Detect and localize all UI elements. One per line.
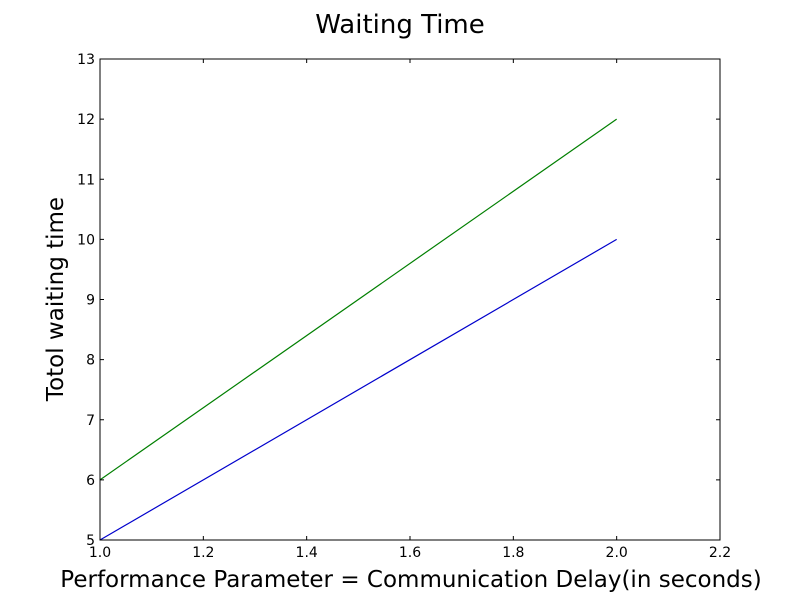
x-tick-label: 1.6: [399, 545, 421, 561]
y-tick-label: 5: [86, 533, 95, 549]
x-axis-label: Performance Parameter = Communication De…: [60, 567, 761, 593]
series-line-2: [99, 118, 618, 481]
x-tick-label: 1.8: [502, 545, 524, 561]
x-tick-label: 2.2: [709, 545, 731, 561]
x-tick-label: 2.0: [606, 545, 628, 561]
series-layer: [99, 118, 618, 541]
y-tick-label: 7: [86, 413, 95, 429]
y-axis-label: Totol waiting time: [43, 197, 69, 402]
x-tick-label: 1.2: [192, 545, 214, 561]
x-tick-label: 1.0: [89, 545, 111, 561]
plot-frame: [99, 58, 721, 541]
y-tick-labels: 5 6 7 8 9 10 11 12 13: [77, 52, 95, 549]
y-tick-label: 13: [77, 52, 95, 68]
y-tick-label: 12: [77, 112, 95, 128]
chart-title: Waiting Time: [315, 10, 485, 40]
y-tick-label: 6: [86, 473, 95, 489]
y-tick-label: 9: [86, 293, 95, 309]
x-tick-labels: 1.0 1.2 1.4 1.6 1.8 2.0 2.2: [89, 545, 731, 561]
series-line-1: [99, 238, 617, 541]
y-tick-label: 10: [77, 232, 95, 248]
x-tick-label: 1.4: [296, 545, 318, 561]
y-tick-label: 11: [77, 172, 95, 188]
ticks-layer: [99, 58, 721, 541]
y-tick-label: 8: [86, 353, 95, 369]
